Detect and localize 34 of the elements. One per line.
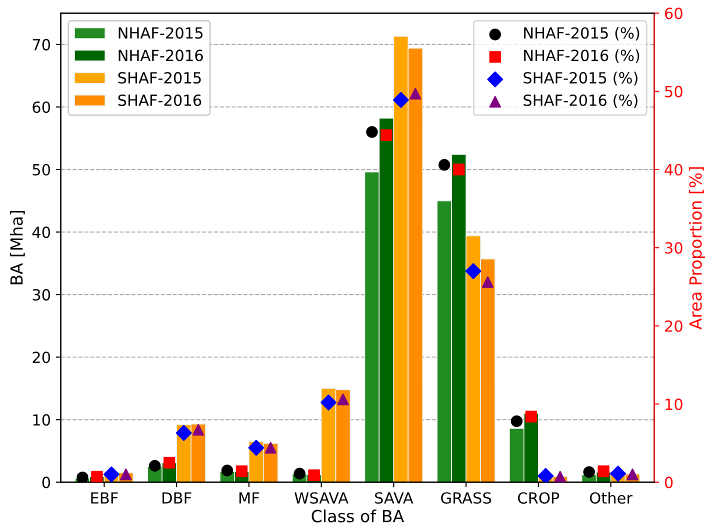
y2-tick-label: 20 — [665, 320, 682, 332]
x-tick-label: MF — [239, 492, 260, 504]
legend-label: NHAF-2016 (%) — [524, 49, 640, 63]
y-tick-label: 20 — [32, 352, 50, 364]
y-tick-label: 60 — [32, 101, 50, 114]
y2-axis-title: Area Proportion [%] — [688, 167, 706, 330]
y2-tick-label: 60 — [665, 8, 682, 20]
y2-tick-label: 10 — [666, 398, 682, 410]
legend-label: NHAF-2015 — [118, 27, 203, 39]
y-tick-label: 70 — [32, 38, 50, 50]
x-tick-label: EBF — [91, 492, 118, 504]
y-tick-label: 0 — [42, 476, 50, 488]
y2-tick-label: 30 — [665, 242, 682, 254]
y-tick-label: 50 — [32, 164, 50, 176]
legend-label: NHAF-2015 (%) — [524, 26, 640, 41]
y-axis-title: BA [Mha] — [10, 210, 25, 284]
legend-label: NHAF-2016 — [118, 50, 203, 62]
x-tick-label: DBF — [162, 492, 192, 504]
x-tick-label: WSAVA — [294, 492, 348, 504]
y-tick-label: 10 — [33, 414, 50, 426]
legend-label: SHAF-2015 (%) — [524, 72, 638, 86]
x-axis-title: Class of BA — [312, 509, 404, 522]
y-tick-label: 30 — [32, 289, 50, 301]
x-tick-label: CROP — [518, 492, 560, 504]
x-tick-label: GRASS — [441, 492, 492, 504]
y2-tick-label: 0 — [664, 476, 673, 488]
x-tick-label: Other — [590, 492, 632, 504]
y2-tick-label: 40 — [664, 164, 682, 176]
x-tick-label: SAVA — [375, 492, 414, 504]
legend-label: SHAF-2016 — [118, 94, 202, 106]
y2-tick-label: 50 — [665, 86, 682, 98]
legend-label: SHAF-2015 — [118, 72, 201, 84]
y-tick-label: 40 — [32, 226, 50, 238]
legend-label: SHAF-2016 (%) — [524, 94, 638, 108]
